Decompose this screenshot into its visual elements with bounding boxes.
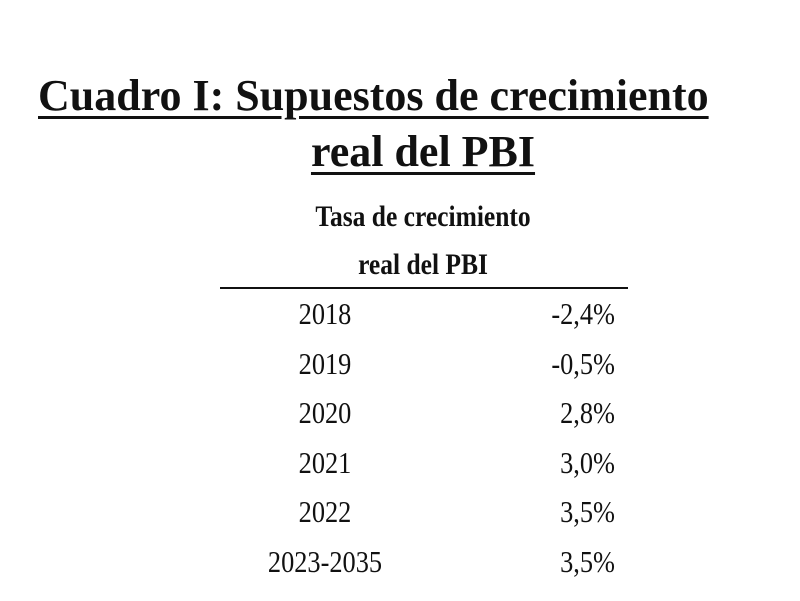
row-year: 2020 [298,395,352,431]
row-year: 2021 [298,444,352,480]
row-value: 3,0% [560,444,615,480]
title-line: Cuadro I: Supuestos de crecimiento [38,71,709,120]
row-value: -0,5% [551,345,615,381]
header-rule [220,287,628,289]
title-line: real del PBI [310,127,536,176]
column-header: Tasa de crecimiento [315,200,531,233]
column-header: real del PBI [358,248,488,281]
row-value: 2,8% [560,395,615,431]
row-value: 3,5% [560,544,615,579]
row-value: -2,4% [551,296,615,331]
row-year: 2019 [298,345,352,381]
row-value: 3,5% [560,494,615,530]
row-year: 2018 [298,296,352,331]
row-year: 2022 [298,494,352,530]
row-year: 2023-2035 [267,544,383,579]
